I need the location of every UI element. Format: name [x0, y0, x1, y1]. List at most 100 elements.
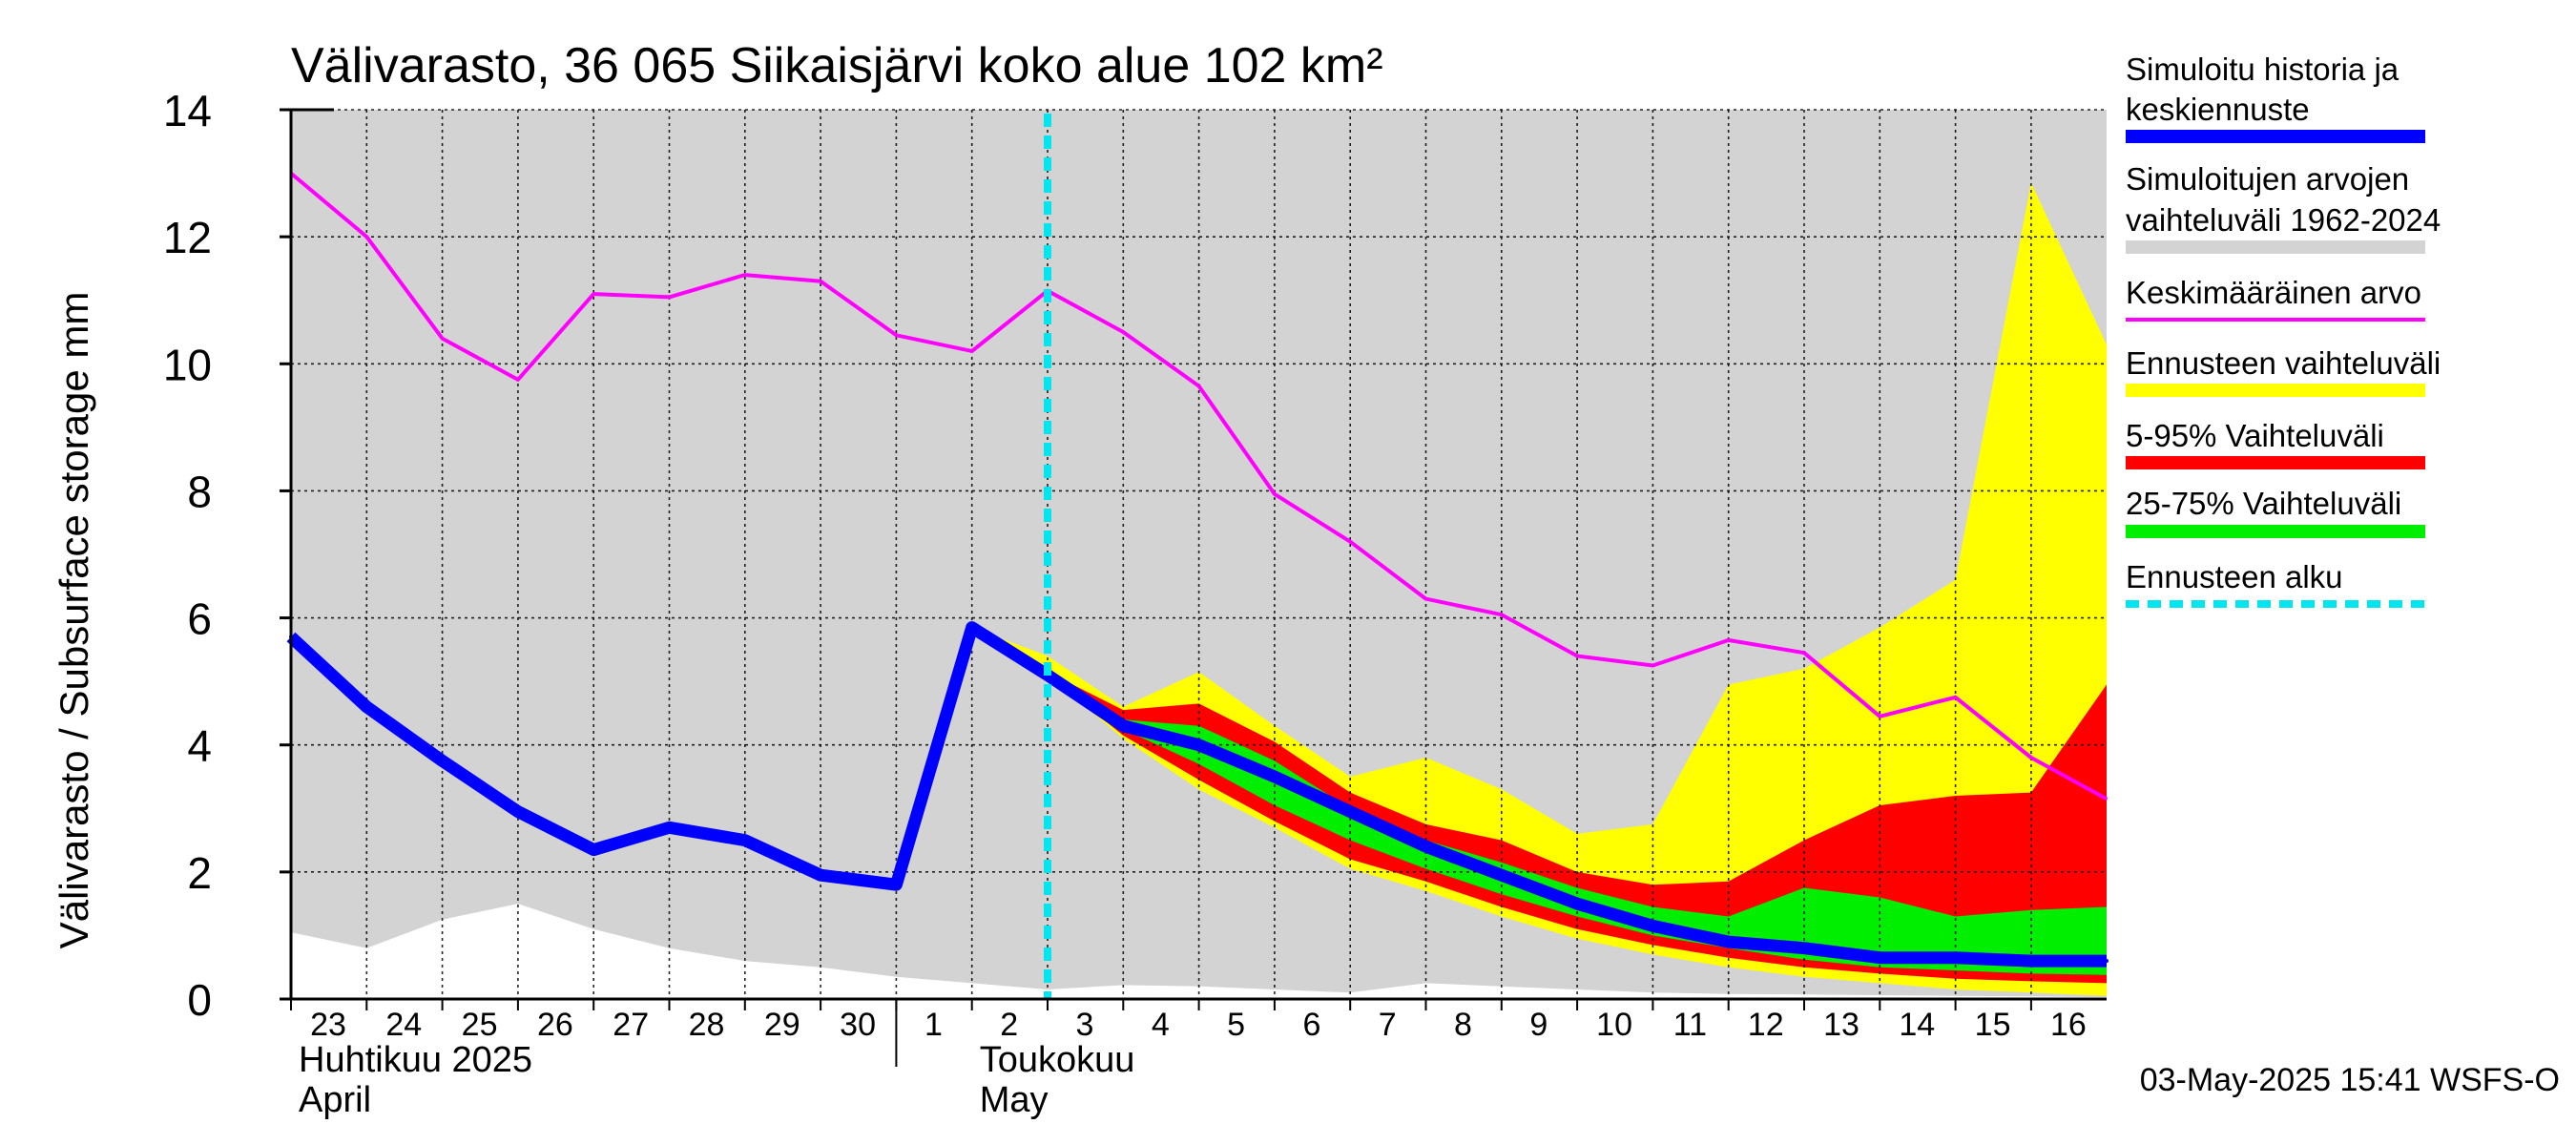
data-point [1122, 331, 1125, 333]
data-point [1726, 940, 1731, 945]
data-point [1651, 924, 1655, 928]
month-label-fi: Huhtikuu 2025 [299, 1040, 532, 1080]
legend-item: Ennusteen alku [2126, 559, 2425, 608]
data-point [515, 809, 520, 814]
x-tick-label: 16 [2050, 1007, 2087, 1043]
x-tick-label: 27 [613, 1007, 649, 1043]
x-tick-label: 30 [840, 1007, 876, 1043]
data-point [2028, 959, 2033, 964]
x-tick-label: 9 [1529, 1007, 1548, 1043]
data-point [2029, 757, 2032, 760]
x-tick-label: 10 [1596, 1007, 1632, 1043]
data-point [667, 825, 672, 830]
band-3 [971, 627, 2108, 975]
data-point [1197, 385, 1200, 387]
data-point [1272, 775, 1277, 779]
legend-item: Keskimääräinen arvo [2126, 275, 2425, 322]
y-axis-label: Välivarasto / Subsurface storage mm [52, 292, 96, 949]
legend-label: 25-75% Vaihteluväli [2126, 486, 2401, 521]
data-point [668, 296, 671, 299]
data-point [1802, 946, 1806, 950]
data-point [1652, 664, 1654, 667]
data-point [1273, 492, 1276, 495]
x-tick-label: 12 [1748, 1007, 1784, 1043]
month-label-fi: Toukokuu [980, 1040, 1135, 1080]
data-point [592, 293, 595, 296]
data-point [819, 873, 823, 878]
data-point [895, 334, 898, 337]
legend-label: Simuloitujen arvojen [2126, 161, 2409, 197]
data-point [820, 280, 822, 282]
x-tick-label: 14 [1899, 1007, 1935, 1043]
chart-title: Välivarasto, 36 065 Siikaisjärvi koko al… [291, 38, 1383, 94]
x-tick-label: 25 [462, 1007, 498, 1043]
y-tick-label: 4 [187, 721, 212, 771]
legend-label: vaihteluväli 1962-2024 [2126, 202, 2441, 238]
y-tick-label: 2 [187, 848, 212, 898]
data-point [1499, 873, 1504, 878]
data-point [1727, 638, 1730, 641]
legend-label: 5-95% Vaihteluväli [2126, 418, 2384, 453]
data-point [1953, 955, 1958, 960]
data-point [1879, 715, 1881, 718]
month-label-en: April [299, 1080, 371, 1120]
data-point [365, 236, 368, 239]
data-point [1196, 742, 1201, 747]
x-tick-label: 4 [1152, 1007, 1170, 1043]
x-tick-label: 8 [1454, 1007, 1472, 1043]
x-tick-label: 15 [1975, 1007, 2011, 1043]
data-point [1500, 614, 1503, 616]
data-point [743, 274, 746, 277]
x-tick-label: 7 [1379, 1007, 1397, 1043]
month-label-en: May [980, 1080, 1049, 1120]
y-tick-label: 10 [163, 340, 212, 389]
x-tick-label: 11 [1673, 1007, 1707, 1043]
legend-label: Ennusteen alku [2126, 559, 2343, 594]
x-tick-label: 3 [1076, 1007, 1094, 1043]
data-point [1121, 723, 1126, 728]
legend-item: Simuloitu historia ja keskiennuste [2126, 52, 2425, 143]
legend-item: Ennusteen vaihteluväli [2126, 345, 2441, 397]
x-tick-label: 13 [1823, 1007, 1859, 1043]
data-point [742, 838, 747, 843]
data-point [894, 883, 899, 887]
data-point [2105, 959, 2109, 964]
data-point [441, 337, 444, 340]
y-tick-label: 0 [187, 975, 212, 1025]
data-point [1424, 597, 1427, 600]
x-tick-label: 26 [537, 1007, 573, 1043]
legend-label: Keskimääräinen arvo [2126, 275, 2421, 310]
legend-item: 25-75% Vaihteluväli [2126, 486, 2425, 538]
x-tick-label: 6 [1302, 1007, 1320, 1043]
data-point [969, 625, 974, 630]
data-point [1348, 809, 1353, 814]
x-tick-label: 23 [310, 1007, 346, 1043]
x-tick-label: 2 [1000, 1007, 1018, 1043]
data-point [1349, 540, 1352, 543]
x-tick-label: 24 [385, 1007, 422, 1043]
y-tick-label: 12 [163, 213, 212, 262]
legend-label: Ennusteen vaihteluväli [2126, 345, 2441, 381]
data-point [1423, 844, 1428, 849]
x-tick-label: 1 [924, 1007, 943, 1043]
legend-label: Simuloitu historia ja [2126, 52, 2399, 87]
data-point [2106, 798, 2108, 801]
data-point [516, 378, 519, 381]
data-point [440, 759, 445, 763]
x-tick-label: 28 [689, 1007, 725, 1043]
y-tick-label: 14 [163, 86, 212, 135]
data-point [1954, 696, 1957, 698]
legend-item: Simuloitujen arvojen vaihteluväli 1962-20… [2126, 161, 2441, 254]
legend-label: keskiennuste [2126, 92, 2310, 127]
y-tick-label: 8 [187, 467, 212, 516]
y-tick-label: 6 [187, 594, 212, 644]
data-point [1878, 955, 1882, 960]
data-point [592, 847, 596, 852]
data-point [1575, 902, 1580, 906]
x-tick-label: 29 [764, 1007, 800, 1043]
data-point [364, 704, 369, 709]
legend-item: 5-95% Vaihteluväli [2126, 418, 2425, 469]
data-point [1576, 655, 1579, 657]
data-point [1803, 652, 1805, 655]
